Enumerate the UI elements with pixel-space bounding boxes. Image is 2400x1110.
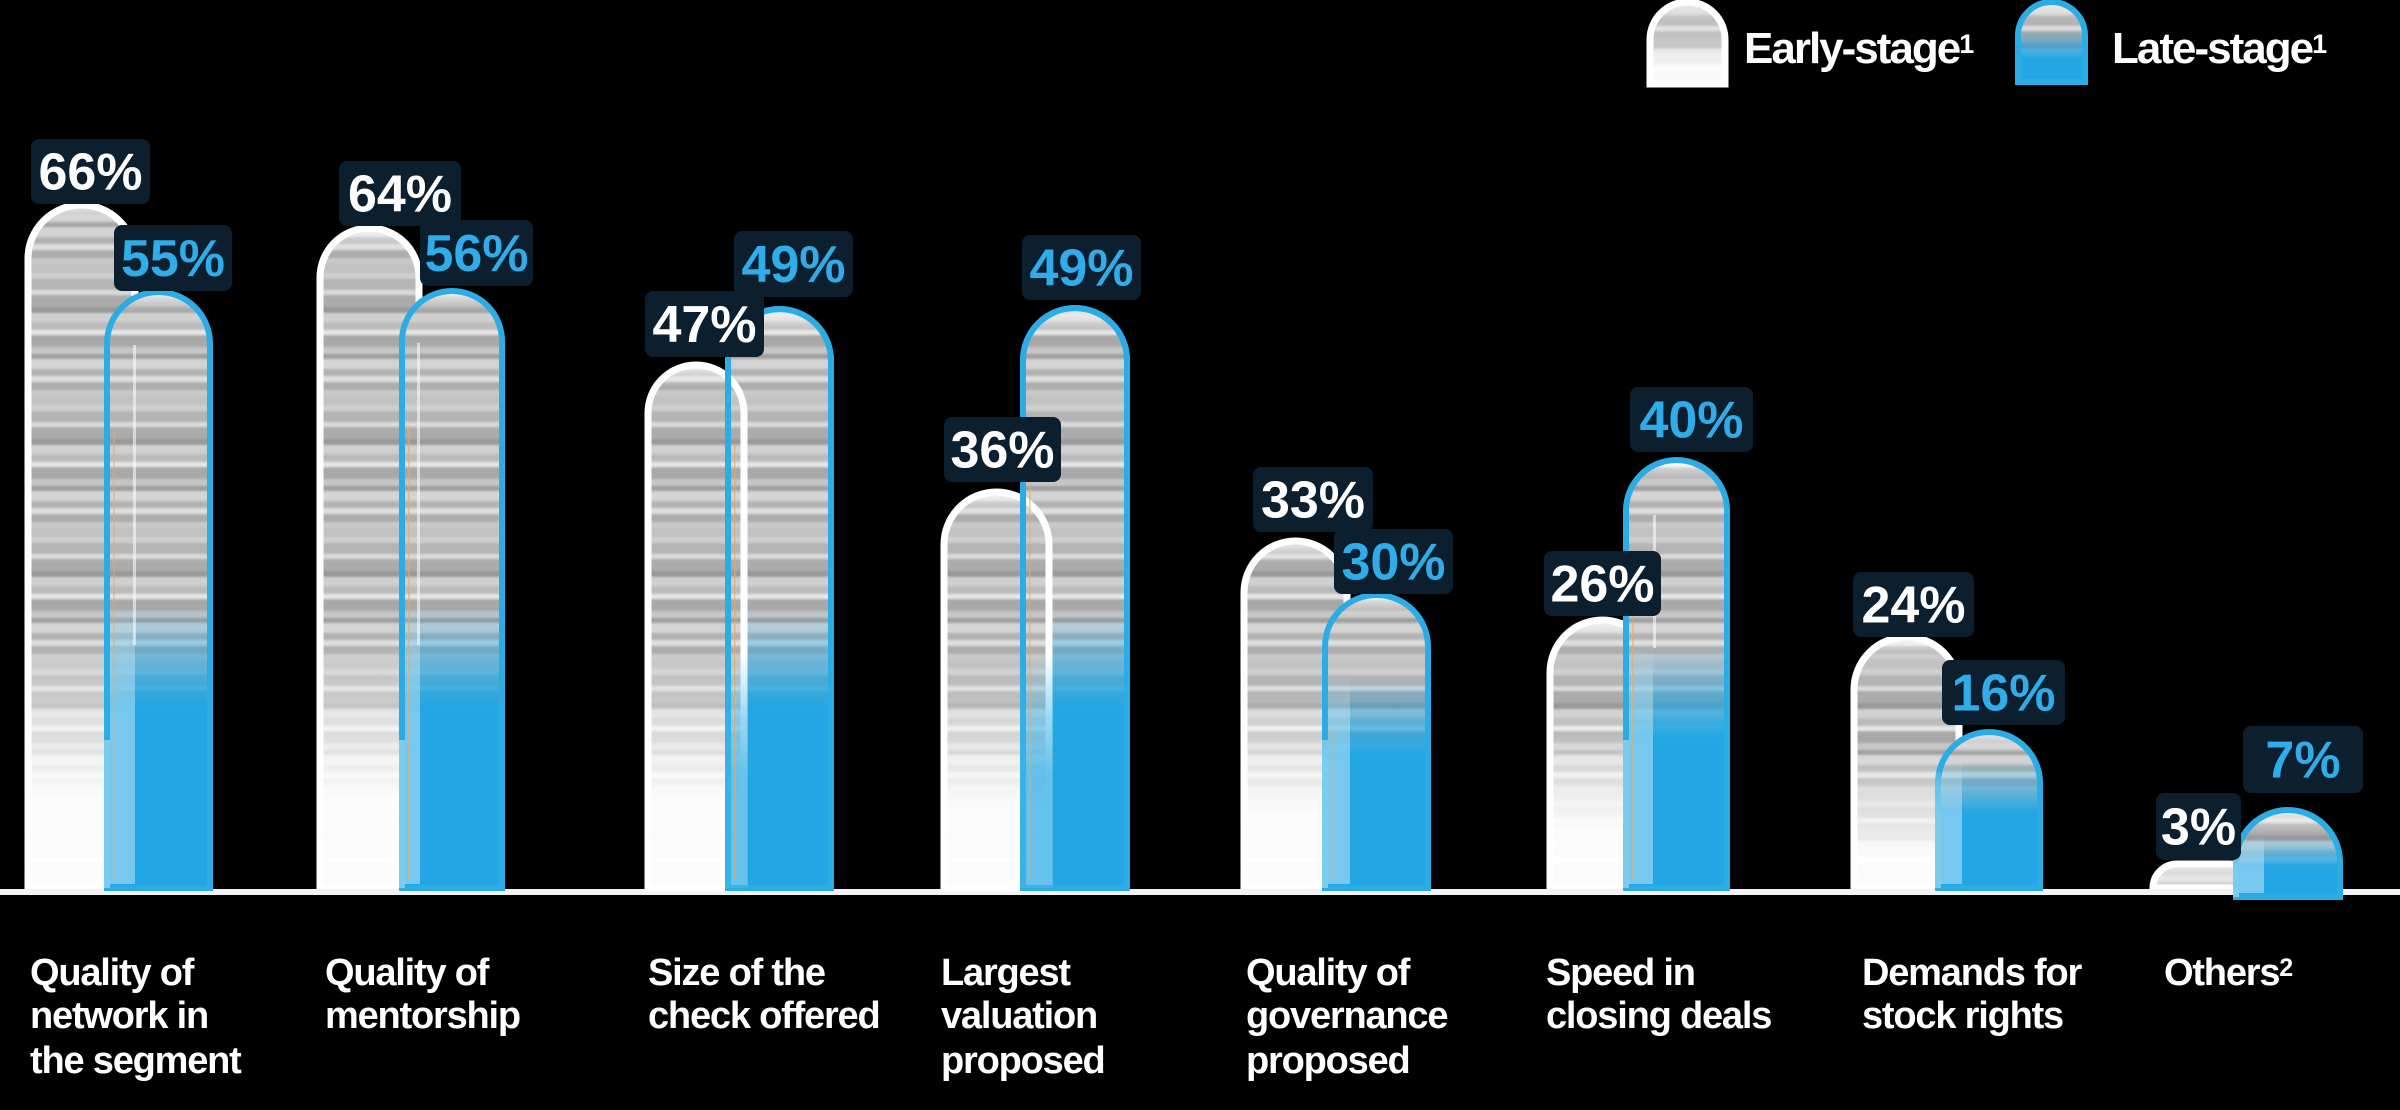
svg-text:26%: 26% xyxy=(1550,556,1654,614)
svg-text:Early-stage1: Early-stage1 xyxy=(1744,24,1974,73)
svg-text:Late-stage1: Late-stage1 xyxy=(2112,24,2327,73)
svg-text:49%: 49% xyxy=(1029,240,1133,298)
svg-text:66%: 66% xyxy=(38,144,142,202)
svg-text:40%: 40% xyxy=(1639,392,1743,450)
svg-text:64%: 64% xyxy=(348,166,452,224)
svg-text:49%: 49% xyxy=(741,236,845,294)
svg-text:Others2: Others2 xyxy=(2164,952,2292,994)
svg-text:24%: 24% xyxy=(1861,577,1965,635)
svg-text:3%: 3% xyxy=(2161,799,2236,857)
svg-text:56%: 56% xyxy=(424,225,528,283)
svg-text:36%: 36% xyxy=(950,422,1054,480)
svg-text:30%: 30% xyxy=(1341,534,1445,592)
svg-text:47%: 47% xyxy=(652,296,756,354)
svg-text:55%: 55% xyxy=(121,230,225,288)
svg-text:7%: 7% xyxy=(2265,732,2340,790)
svg-text:16%: 16% xyxy=(1951,665,2055,723)
svg-text:33%: 33% xyxy=(1261,472,1365,530)
